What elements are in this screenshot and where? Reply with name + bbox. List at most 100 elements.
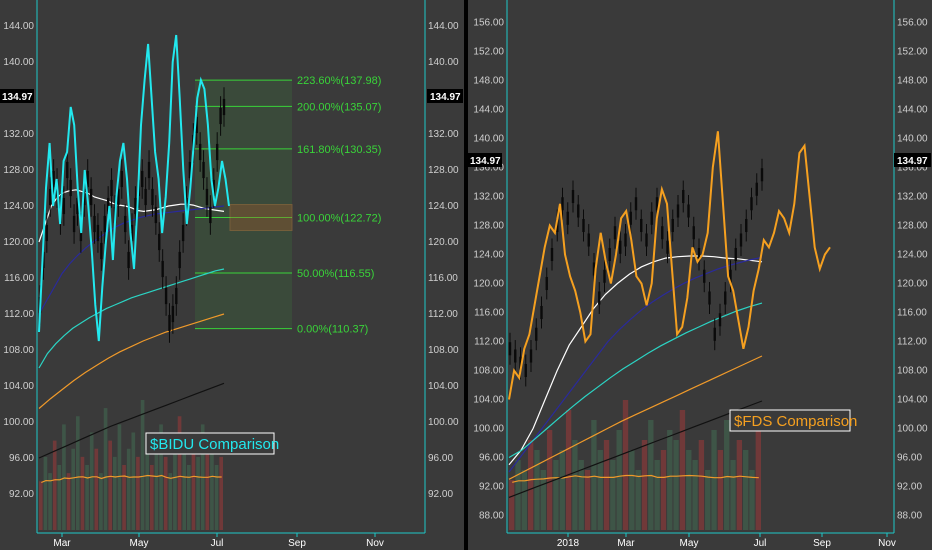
moving-average-line — [508, 256, 763, 473]
price-candle — [219, 107, 222, 125]
price-candle — [123, 215, 127, 233]
moving-average-line — [38, 382, 225, 459]
y-tick-label-right: 136.00 — [897, 163, 928, 174]
x-tick-label: Nov — [366, 538, 384, 549]
price-candle — [608, 247, 611, 262]
y-tick-label-left: 120.00 — [473, 279, 504, 290]
volume-bar — [616, 430, 622, 530]
price-candle — [718, 313, 722, 327]
volume-bar — [749, 470, 755, 530]
price-candle — [147, 161, 151, 179]
volume-bar — [610, 460, 616, 530]
volume-bar — [196, 456, 200, 530]
fds-chart: 88.00 92.00 96.00 100.00 104.00 108.00 112.00 1… — [468, 0, 931, 549]
volume-bar — [103, 408, 108, 530]
volume-bar — [187, 465, 191, 530]
volume-bar — [578, 460, 584, 530]
y-tick-label-left: 100.00 — [3, 417, 34, 428]
x-tick-label: Jul — [754, 538, 767, 549]
y-tick-label-left: 144.00 — [473, 105, 504, 116]
price-candle — [83, 188, 86, 206]
bidu-comparison-label: $BIDU Comparison — [150, 436, 279, 453]
y-tick-label-right: 112.00 — [897, 337, 927, 348]
price-candle — [729, 269, 732, 283]
volume-bar — [136, 456, 140, 530]
y-tick-label-left: 140.00 — [3, 57, 34, 68]
price-candle — [103, 215, 106, 233]
y-tick-label-right: 128.00 — [897, 221, 928, 232]
volume-bar — [686, 450, 692, 530]
y-tick-label-left: 140.00 — [473, 134, 504, 145]
price-candle — [692, 226, 695, 240]
price-candle — [120, 170, 123, 188]
y-tick-label-left: 104.00 — [473, 395, 504, 406]
volume-bar — [603, 440, 610, 530]
volume-average-line — [41, 474, 222, 484]
price-candle — [587, 233, 590, 247]
volume-bar — [99, 473, 103, 530]
price-candle — [624, 233, 627, 247]
volume-bar — [219, 456, 223, 530]
y-tick-label-right: 116.00 — [897, 308, 927, 319]
volume-bar — [76, 416, 80, 530]
volume-bar — [173, 432, 177, 530]
x-tick-label: Mar — [617, 538, 635, 549]
price-candle — [127, 251, 130, 269]
volume-bar — [182, 448, 186, 530]
price-candle — [93, 215, 96, 233]
price-candle — [130, 224, 134, 242]
price-candle — [110, 179, 113, 197]
price-candle — [561, 197, 564, 211]
volume-bar — [509, 480, 515, 530]
volume-bar — [62, 424, 66, 530]
volume-bar — [122, 465, 126, 530]
price-candle — [545, 276, 548, 291]
volume-bar — [89, 432, 94, 530]
fib-level-label: 200.00%(135.07) — [297, 101, 381, 113]
x-tick-label: Sep — [288, 538, 306, 549]
volume-bar — [57, 465, 62, 530]
y-tick-label-right: 100.00 — [897, 424, 928, 435]
y-tick-label-left: 132.00 — [3, 129, 34, 140]
price-candle — [89, 188, 93, 206]
fds-comparison-label: $FDS Comparison — [734, 413, 857, 430]
volume-bar — [515, 460, 521, 530]
y-tick-label-right: 92.00 — [428, 489, 453, 500]
x-tick-label: May — [130, 538, 149, 549]
price-candle — [106, 197, 110, 215]
price-candle — [141, 170, 144, 188]
fib-target-box — [229, 204, 293, 232]
bidu-chart: 92.00 96.00 100.00 104.00 108.00 112.00 116.00… — [0, 0, 463, 549]
y-tick-label-left: 116.00 — [474, 308, 504, 319]
price-candle — [755, 182, 758, 196]
price-candle — [671, 218, 674, 233]
y-tick-label-left: 136.00 — [473, 163, 504, 174]
price-candle — [529, 349, 533, 363]
y-tick-label-right: 152.00 — [897, 47, 928, 58]
y-tick-label-right: 124.00 — [428, 201, 459, 212]
price-candle — [556, 218, 559, 233]
volume-bar — [698, 440, 705, 530]
volume-bar — [565, 410, 572, 530]
y-tick-label-right: 140.00 — [897, 134, 928, 145]
volume-bar — [584, 470, 591, 530]
volume-bar — [210, 432, 214, 530]
price-candle — [734, 247, 737, 262]
y-tick-label-left: 128.00 — [473, 221, 504, 232]
y-tick-label-left: 144.00 — [3, 21, 34, 32]
y-tick-label-right: 156.00 — [897, 18, 928, 29]
y-tick-label-left: 120.00 — [3, 237, 34, 248]
price-candle — [713, 327, 716, 341]
y-tick-label-right: 100.00 — [428, 417, 459, 428]
price-candle — [72, 215, 76, 233]
fds-comparison-label-box — [729, 409, 851, 432]
y-tick-label-right: 96.00 — [428, 453, 453, 464]
y-tick-label-left: 156.00 — [473, 18, 504, 29]
volume-bar — [635, 470, 641, 530]
price-candle — [178, 251, 181, 269]
price-candle — [188, 161, 192, 179]
price-candle — [514, 349, 517, 363]
volume-bar — [654, 460, 660, 530]
y-tick-label-left: 152.00 — [473, 47, 504, 58]
volume-bar — [597, 450, 603, 530]
